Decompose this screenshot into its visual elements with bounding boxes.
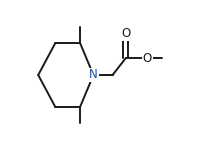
Text: O: O xyxy=(121,27,130,40)
Text: O: O xyxy=(143,52,152,64)
Text: N: N xyxy=(89,69,98,81)
